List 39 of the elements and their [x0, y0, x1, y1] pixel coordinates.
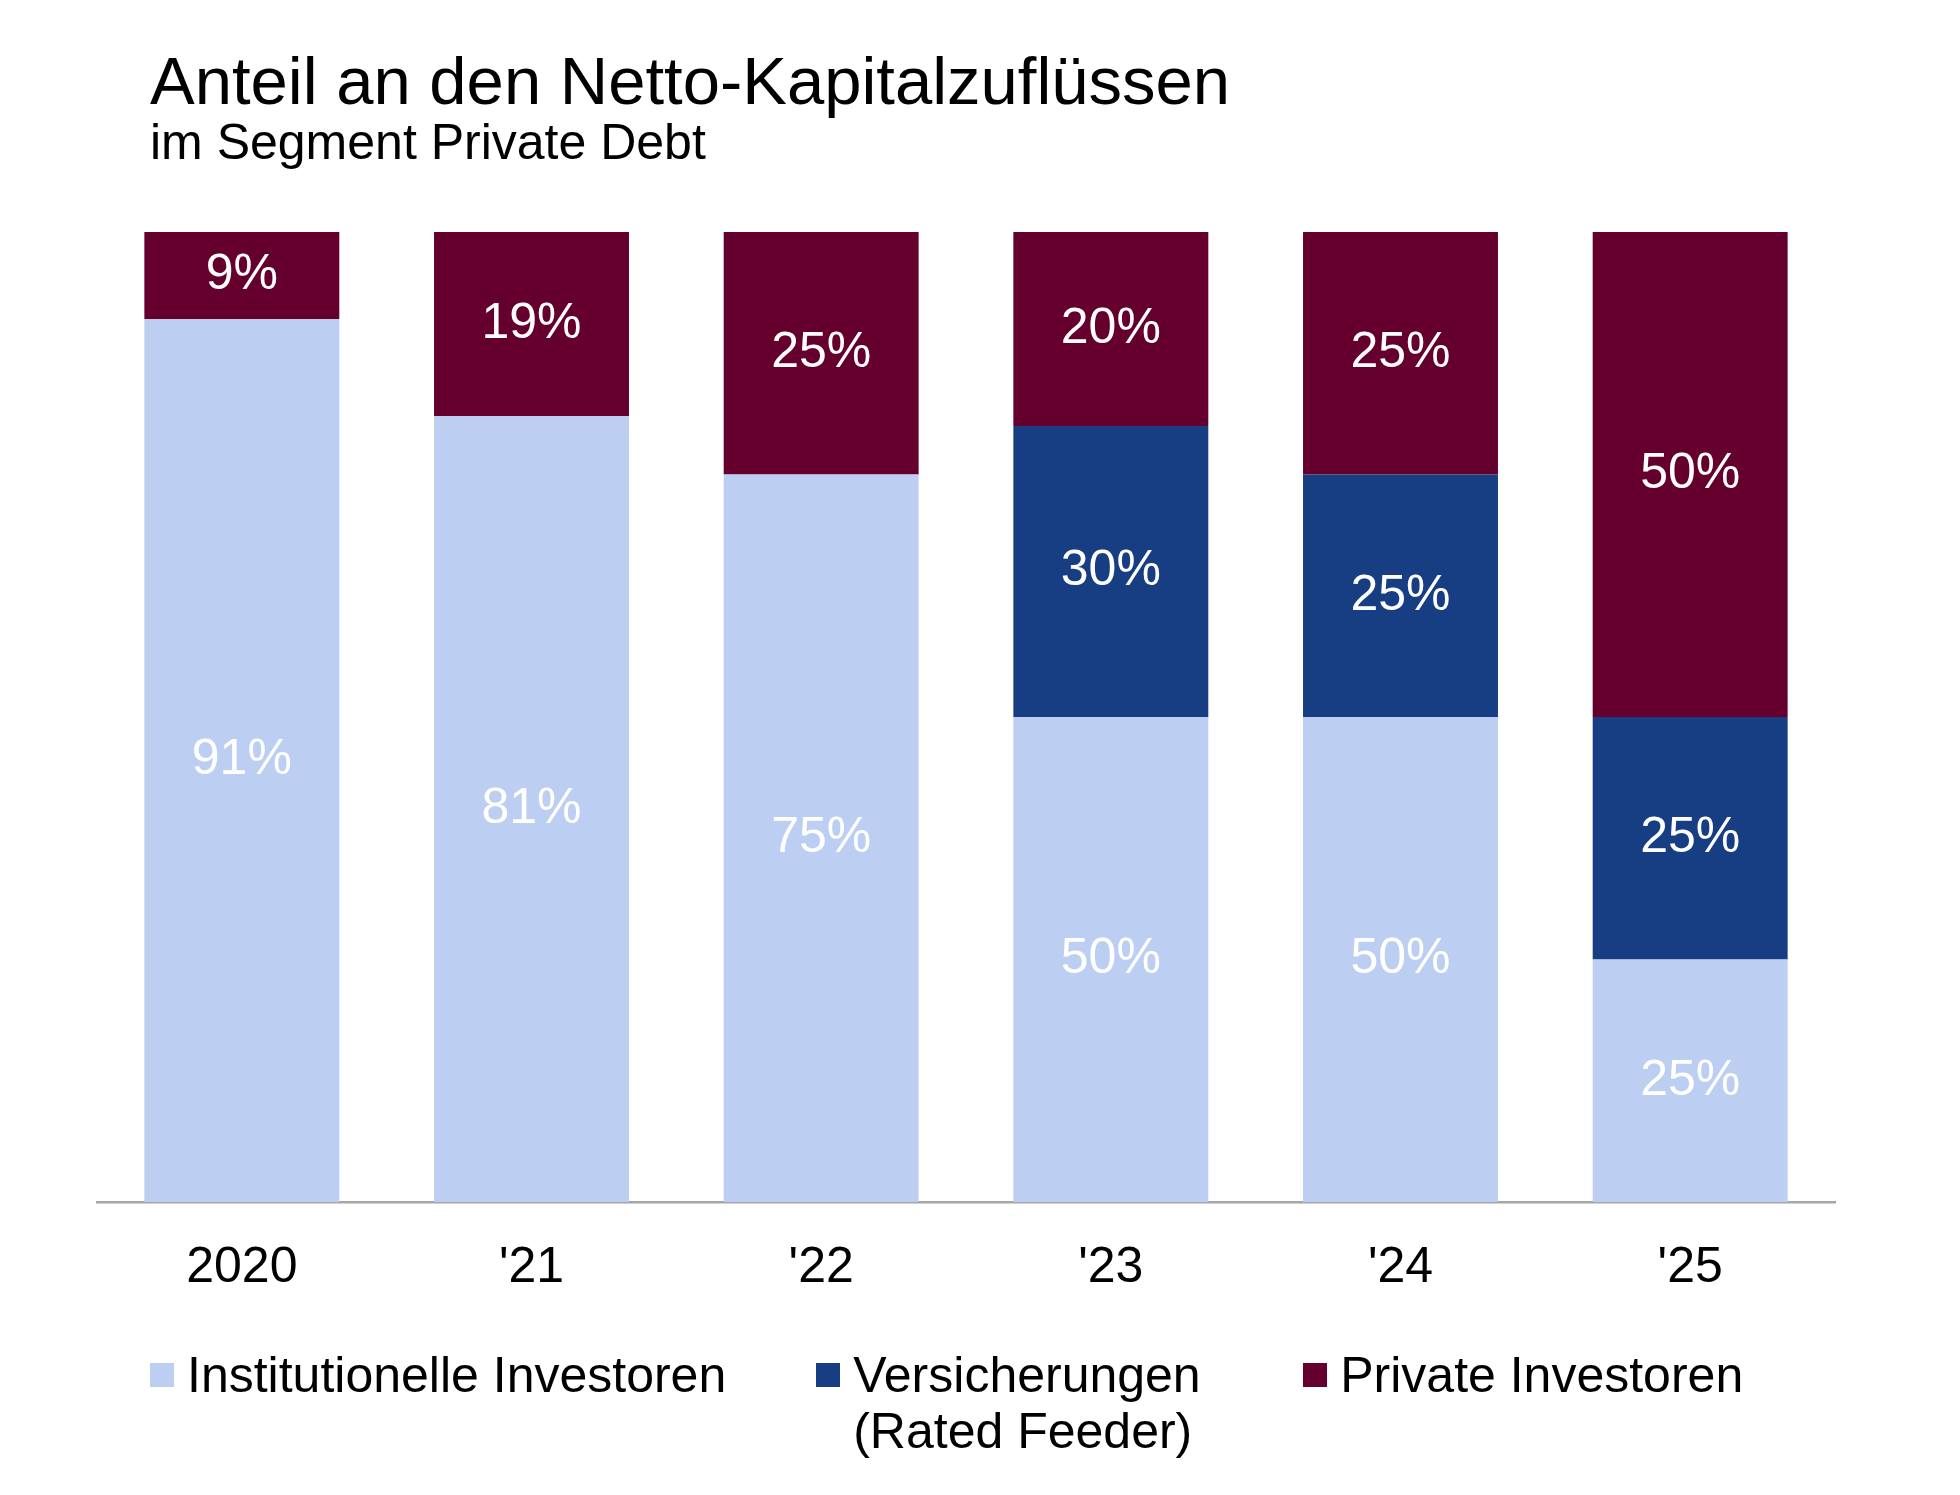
data-label: 25% [1350, 564, 1451, 621]
legend-label: Private Investoren [1340, 1347, 1744, 1403]
data-label: 25% [1640, 807, 1741, 864]
bar [1303, 232, 1498, 475]
data-label: 19% [481, 292, 582, 349]
data-label: 50% [1640, 443, 1741, 500]
data-label: 9% [205, 244, 278, 301]
x-tick-label: '23 [1078, 1236, 1144, 1293]
bar [1592, 717, 1788, 960]
data-label: 50% [1350, 928, 1451, 985]
bar [1013, 426, 1209, 717]
data-label: 25% [1640, 1049, 1741, 1106]
data-label: 30% [1060, 540, 1161, 597]
x-tick-label: '25 [1657, 1236, 1723, 1293]
legend-label: Institutionelle Investoren [187, 1347, 727, 1403]
data-label: 20% [1060, 297, 1161, 354]
data-label: 91% [191, 729, 292, 786]
data-label: 50% [1060, 928, 1161, 985]
data-label: 25% [1350, 322, 1451, 379]
bar [144, 232, 340, 320]
bar [1303, 474, 1498, 717]
x-tick-label: '24 [1367, 1236, 1434, 1293]
data-label: 25% [771, 322, 872, 379]
bar [1303, 717, 1498, 1202]
bar [144, 319, 340, 1202]
bar [723, 232, 919, 475]
x-tick-label: 2020 [186, 1236, 298, 1293]
bar [434, 416, 629, 1202]
bar [1592, 232, 1788, 717]
x-tick-label: '22 [788, 1236, 854, 1293]
x-tick-label: '21 [498, 1236, 565, 1293]
bar [1013, 232, 1209, 426]
bar [1013, 717, 1209, 1202]
legend-label: Versicherungen (Rated Feeder) [853, 1347, 1202, 1459]
bar [723, 474, 919, 1202]
bar [1592, 959, 1788, 1202]
data-label: 75% [771, 807, 872, 864]
data-label: 81% [481, 777, 582, 834]
bar [434, 232, 629, 417]
